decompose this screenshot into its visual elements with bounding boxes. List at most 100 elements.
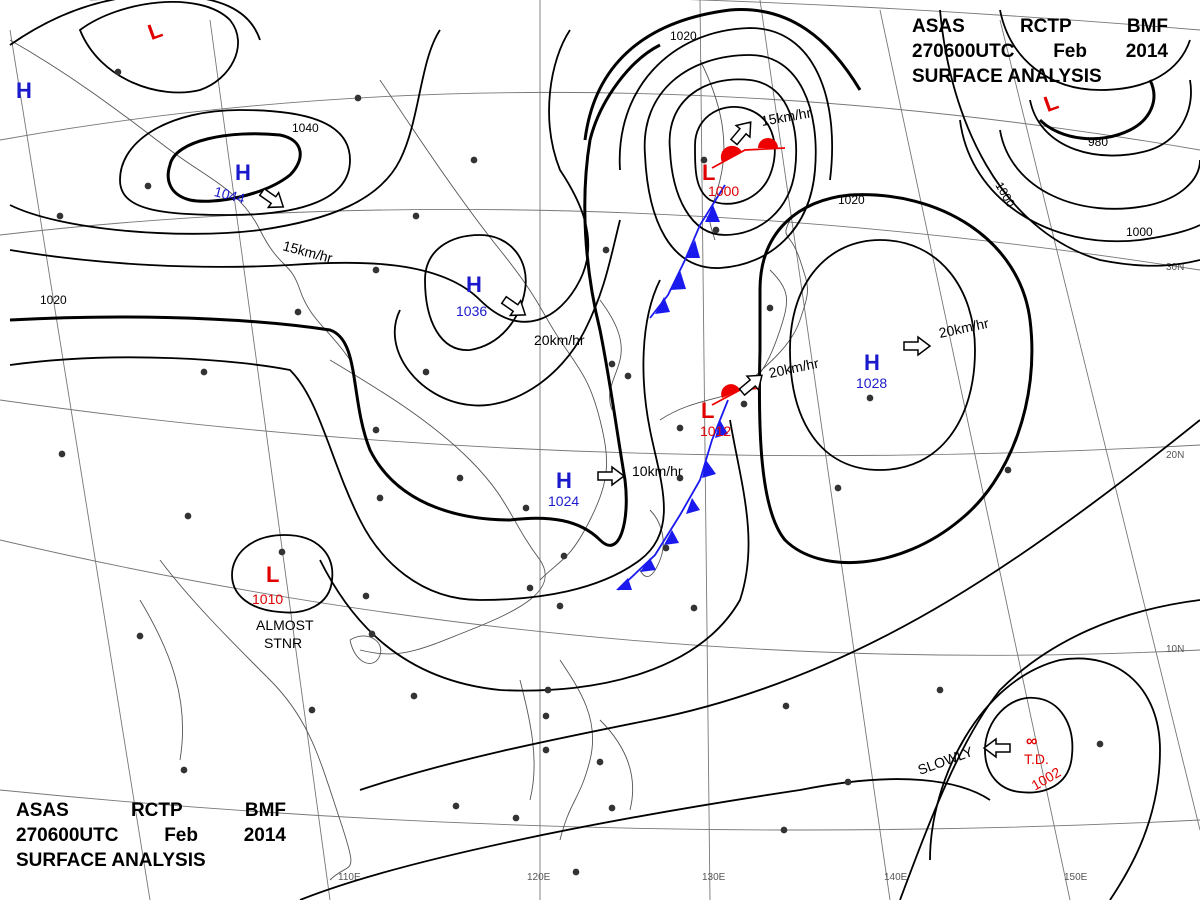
cold-front-triangle — [705, 205, 720, 222]
station-marker — [676, 424, 684, 432]
coast-hainan — [349, 635, 382, 664]
lon-label: 140E — [884, 872, 908, 883]
chart-title-bottom: ASAS RCTP BMF 270600UTC Feb 2014 SURFACE… — [16, 798, 286, 873]
isobar — [9, 29, 590, 323]
isobar — [959, 119, 1200, 243]
coast-china-east — [379, 79, 607, 581]
station-marker — [624, 372, 632, 380]
cold-front-triangle — [685, 240, 700, 258]
station-marker — [522, 504, 530, 512]
warm-front-semicircle — [758, 138, 778, 148]
station-marker — [512, 814, 520, 822]
isobar-label: 1020 — [40, 293, 67, 307]
station-marker — [278, 548, 286, 556]
isobar — [9, 0, 261, 46]
title-office: BMF — [1126, 16, 1168, 37]
isobar-1000 — [999, 129, 1200, 210]
meridian-110e — [209, 19, 331, 900]
station-marker — [662, 544, 670, 552]
station-marker — [354, 94, 362, 102]
title-line-2: 270600UTC Feb 2014 — [912, 39, 1168, 64]
station-marker — [372, 426, 380, 434]
arrow-icon — [982, 737, 1011, 759]
station-marker — [412, 212, 420, 220]
meridian-100e — [9, 29, 151, 900]
cold-fronts — [616, 184, 729, 591]
station-marker — [572, 868, 580, 876]
lon-label: 150E — [1064, 872, 1088, 883]
parallel-40n — [0, 91, 1200, 151]
isobar — [9, 279, 665, 601]
lon-label: 110E — [338, 872, 361, 883]
arrow-icon — [258, 187, 285, 209]
isobar-1020-east — [583, 8, 862, 141]
warm-front-semicircle — [721, 384, 740, 398]
high-marker: H — [235, 160, 251, 185]
isobar — [618, 27, 834, 181]
isobar-980 — [1038, 79, 1156, 141]
station-marker — [56, 212, 64, 220]
warm-front-semicircle — [720, 145, 742, 162]
isobar-low-1000 — [694, 106, 776, 205]
station-marker — [470, 156, 478, 164]
title-agency: ASAS — [16, 800, 69, 821]
title-line-3: SURFACE ANALYSIS — [16, 848, 286, 873]
title-product: SURFACE ANALYSIS — [912, 66, 1102, 87]
stationary-note: ALMOST — [256, 617, 314, 633]
cold-front-triangle — [664, 530, 679, 545]
isobar — [299, 778, 991, 900]
station-marker — [936, 686, 944, 694]
station-marker — [676, 474, 684, 482]
title-month: Feb — [164, 825, 198, 846]
station-marker — [690, 604, 698, 612]
station-marker — [782, 702, 790, 710]
station-marker — [740, 400, 748, 408]
title-time: 270600UTC — [16, 825, 119, 846]
high-marker: H — [16, 78, 32, 103]
title-month: Feb — [1053, 41, 1087, 62]
stationary-note: STNR — [264, 635, 302, 651]
isobar — [393, 219, 621, 407]
station-marker — [376, 494, 384, 502]
cold-front-triangle — [640, 558, 656, 572]
speed-label: 20km/hr — [534, 332, 585, 348]
isobar — [78, 0, 239, 94]
warm-front-line — [711, 147, 786, 169]
high-marker: H — [556, 468, 572, 493]
station-marker — [608, 804, 616, 812]
low-value: 1010 — [252, 591, 283, 607]
isobar — [1029, 79, 1192, 157]
station-marker — [542, 712, 550, 720]
station-marker — [410, 692, 418, 700]
parallel-30n — [0, 208, 1200, 271]
cold-front-triangle — [686, 498, 700, 514]
station-marker — [844, 778, 852, 786]
title-line-2: 270600UTC Feb 2014 — [16, 823, 286, 848]
coast-taiwan — [639, 509, 664, 577]
title-station: RCTP — [130, 800, 183, 821]
meridian-130e — [699, 0, 711, 900]
parallel-north — [90, 0, 1200, 31]
cold-front-triangle — [702, 460, 716, 478]
station-marker — [608, 360, 616, 368]
isobar-1000-outer — [939, 9, 1200, 267]
notes: ALMOST STNR — [256, 617, 314, 651]
station-marker — [766, 304, 774, 312]
coast-china-south — [329, 359, 546, 655]
isobar-label: 1020 — [838, 193, 865, 207]
low-value: 1012 — [700, 423, 731, 439]
cold-front-triangle — [655, 297, 670, 314]
title-office: BMF — [244, 800, 286, 821]
isobar — [319, 419, 750, 692]
title-station: RCTP — [1019, 16, 1072, 37]
isobar-1020 — [9, 43, 661, 547]
grid-labels: 110E 120E 130E 140E 150E 30N 20N 10N — [338, 262, 1184, 883]
pressure-center-letters: L H H H L L H L H L T.D. ∞ — [16, 17, 1062, 767]
station-marker — [184, 512, 192, 520]
isobar — [899, 599, 1200, 900]
isobar-td — [984, 697, 1074, 794]
isobar-1028 — [789, 239, 976, 471]
station-marker — [526, 584, 534, 592]
tropical-depression-icon: ∞ — [1026, 733, 1037, 750]
